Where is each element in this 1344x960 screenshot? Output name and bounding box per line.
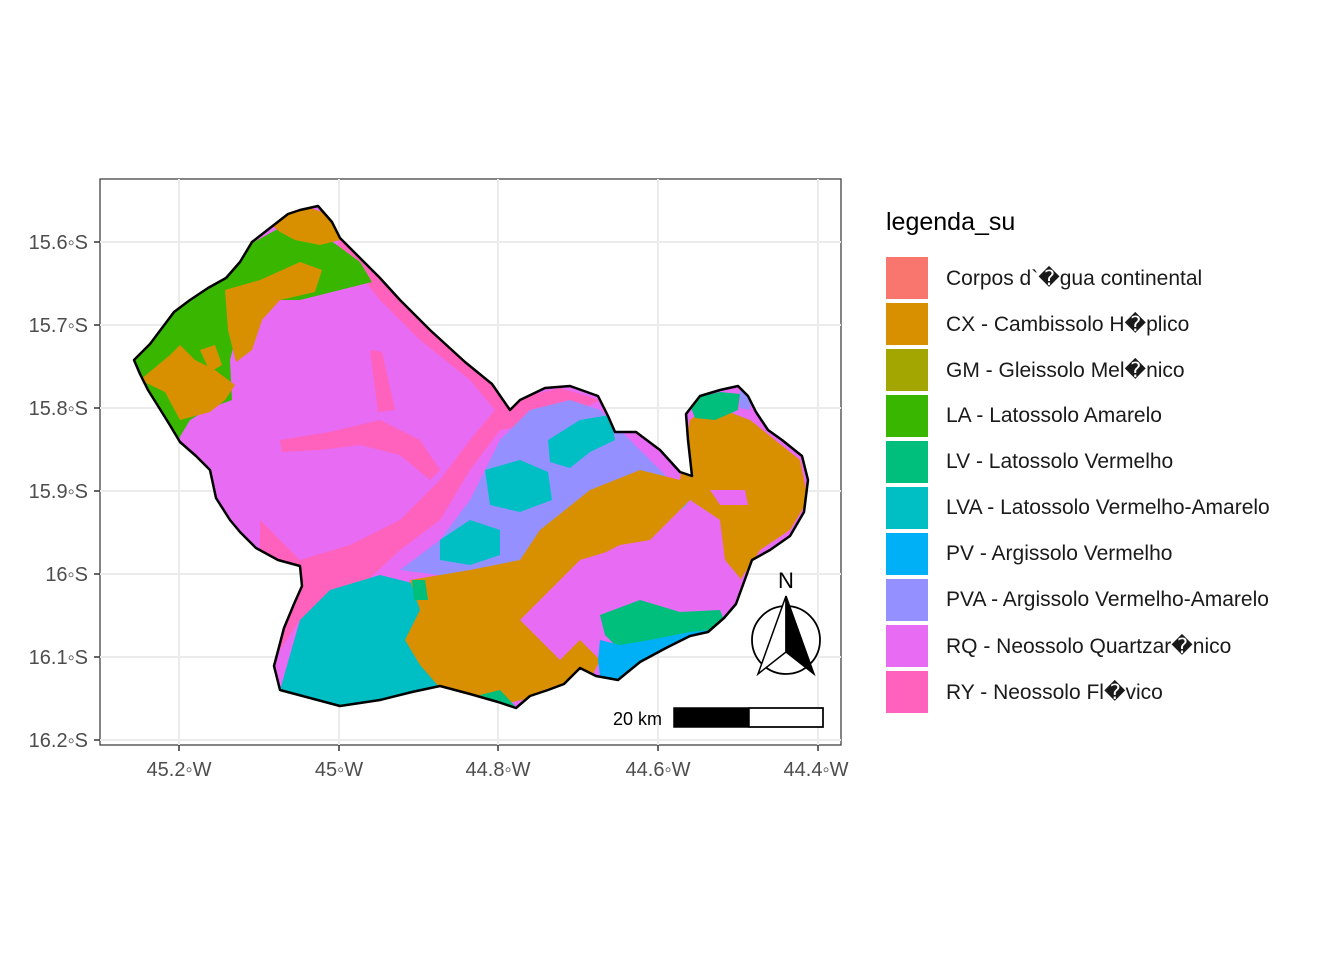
legend-items: Corpos d`�gua continental CX - Cambissolo… <box>886 255 1270 715</box>
legend-label: RY - Neossolo Fl�vico <box>946 680 1163 704</box>
soil-ry-channel <box>260 210 600 700</box>
y-tick-label: 15.7◦S <box>29 315 88 337</box>
soil-cx-nw-1 <box>225 262 322 362</box>
north-arrow-label: N <box>778 568 794 593</box>
legend-label: RQ - Neossolo Quartzar�nico <box>946 634 1232 658</box>
soil-lva-sw <box>280 575 440 705</box>
legend-label: LA - Latossolo Amarelo <box>946 404 1162 427</box>
legend-item: PV - Argissolo Vermelho <box>886 531 1270 577</box>
scale-bar-label: 20 km <box>613 709 662 729</box>
legend-item: RQ - Neossolo Quartzar�nico <box>886 623 1270 669</box>
legend-label: PV - Argissolo Vermelho <box>946 542 1173 565</box>
soil-cx-nw-3 <box>200 345 222 372</box>
x-tick-label: 44.6◦W <box>626 759 691 781</box>
legend-label: PVA - Argissolo Vermelho-Amarelo <box>946 588 1269 611</box>
legend: legenda_su Corpos d`�gua continental CX -… <box>886 205 1270 715</box>
legend-item: Corpos d`�gua continental <box>886 255 1270 301</box>
legend-swatch <box>886 579 928 621</box>
legend-label: LV - Latossolo Vermelho <box>946 450 1174 473</box>
y-axis <box>94 241 100 741</box>
y-tick-label: 15.6◦S <box>29 232 88 254</box>
soil-lv-sw <box>412 580 428 600</box>
soil-ry-branch <box>280 420 440 480</box>
legend-swatch <box>886 257 928 299</box>
soil-lv-ne <box>688 392 740 420</box>
soil-lva-ne <box>548 415 615 468</box>
legend-label: CX - Cambissolo H�plico <box>946 312 1190 336</box>
legend-label: Corpos d`�gua continental <box>946 266 1203 290</box>
legend-item: RY - Neossolo Fl�vico <box>886 669 1270 715</box>
x-tick-label: 44.4◦W <box>784 759 849 781</box>
north-arrow: N <box>751 568 821 677</box>
legend-swatch <box>886 671 928 713</box>
soil-lv-south <box>600 600 728 650</box>
legend-label: LVA - Latossolo Vermelho-Amarelo <box>946 496 1270 519</box>
legend-swatch <box>886 533 928 575</box>
legend-item: PVA - Argissolo Vermelho-Amarelo <box>886 577 1270 623</box>
soil-rq-east <box>570 500 740 615</box>
legend-item: GM - Gleissolo Mel�nico <box>886 347 1270 393</box>
y-tick-label: 15.8◦S <box>29 398 88 420</box>
legend-item: CX - Cambissolo H�plico <box>886 301 1270 347</box>
y-tick-label: 16.1◦S <box>29 647 88 669</box>
soil-cx-nw-2 <box>140 345 235 420</box>
x-axis <box>178 745 819 751</box>
legend-swatch <box>886 303 928 345</box>
legend-swatch <box>886 487 928 529</box>
scale-bar-dark-segment <box>674 708 749 727</box>
soil-lva-mid <box>485 460 552 512</box>
x-tick-label: 44.8◦W <box>466 759 531 781</box>
y-tick-label: 16.2◦S <box>29 730 88 752</box>
legend-swatch <box>886 441 928 483</box>
legend-swatch <box>886 349 928 391</box>
y-tick-label: 15.9◦S <box>29 481 88 503</box>
north-arrow-right-half <box>785 595 816 677</box>
legend-item: LVA - Latossolo Vermelho-Amarelo <box>886 485 1270 531</box>
legend-swatch <box>886 625 928 667</box>
legend-label: GM - Gleissolo Mel�nico <box>946 358 1185 382</box>
legend-item: LA - Latossolo Amarelo <box>886 393 1270 439</box>
scale-bar-light-segment <box>748 707 824 728</box>
scale-bar: 20 km <box>613 707 824 729</box>
scale-bar-frame <box>673 707 824 728</box>
soil-ry-stream <box>370 350 395 412</box>
x-tick-label: 45◦W <box>315 759 363 781</box>
legend-title: legenda_su <box>886 208 1016 236</box>
x-tick-label: 45.2◦W <box>147 759 212 781</box>
y-tick-label: 16◦S <box>45 564 88 586</box>
legend-item: LV - Latossolo Vermelho <box>886 439 1270 485</box>
legend-swatch <box>886 395 928 437</box>
soil-cx-main <box>405 405 808 705</box>
soil-rq-east-2 <box>710 490 748 505</box>
soil-lva-mid-2 <box>440 520 500 565</box>
